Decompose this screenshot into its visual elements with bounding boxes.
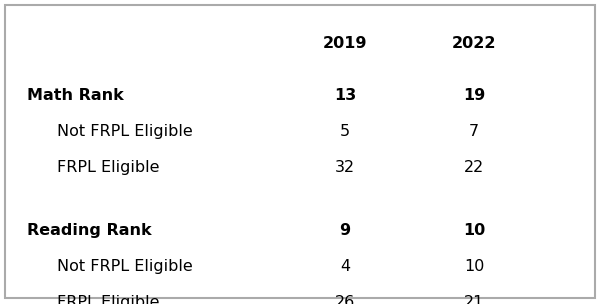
Text: Not FRPL Eligible: Not FRPL Eligible — [57, 259, 193, 274]
Text: 9: 9 — [340, 223, 350, 238]
Text: 26: 26 — [335, 295, 355, 304]
Text: 10: 10 — [463, 223, 485, 238]
Text: 22: 22 — [464, 160, 484, 175]
Text: 21: 21 — [464, 295, 484, 304]
Text: 4: 4 — [340, 259, 350, 274]
Text: 19: 19 — [463, 88, 485, 103]
Text: Not FRPL Eligible: Not FRPL Eligible — [57, 124, 193, 139]
Text: FRPL Eligible: FRPL Eligible — [57, 295, 160, 304]
Text: 32: 32 — [335, 160, 355, 175]
Text: 5: 5 — [340, 124, 350, 139]
Text: 2019: 2019 — [323, 36, 367, 51]
Text: Math Rank: Math Rank — [27, 88, 124, 103]
Text: 10: 10 — [464, 259, 484, 274]
Text: 13: 13 — [334, 88, 356, 103]
Text: 2022: 2022 — [452, 36, 496, 51]
Text: FRPL Eligible: FRPL Eligible — [57, 160, 160, 175]
Text: 7: 7 — [469, 124, 479, 139]
Text: Reading Rank: Reading Rank — [27, 223, 152, 238]
